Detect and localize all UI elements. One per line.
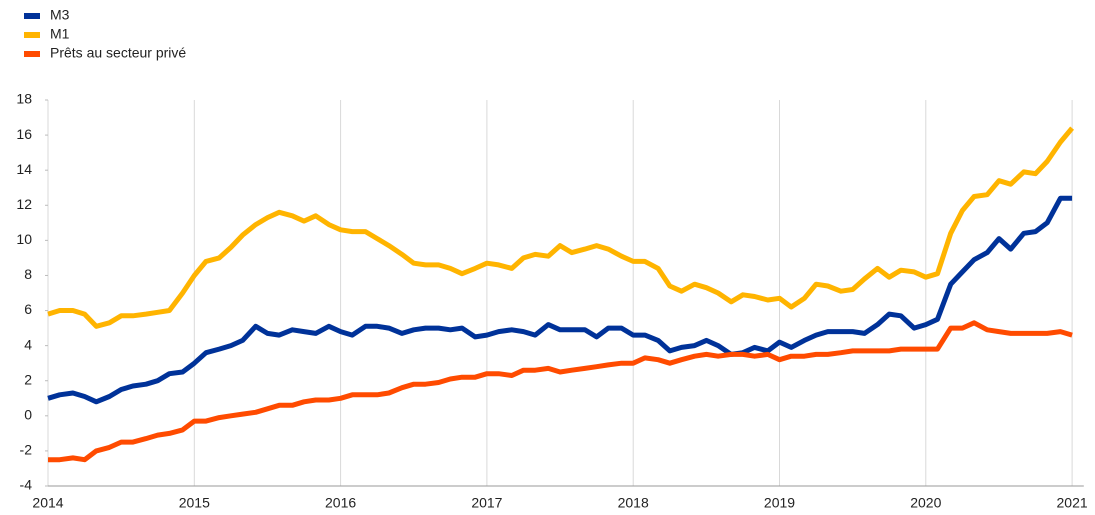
y-tick-label: 16 bbox=[16, 126, 32, 142]
y-tick-label: 6 bbox=[24, 301, 32, 317]
x-tick-label: 2014 bbox=[32, 495, 63, 511]
x-tick-label: 2020 bbox=[910, 495, 941, 511]
y-tick-label: 18 bbox=[16, 91, 32, 107]
y-tick-label: -2 bbox=[20, 442, 33, 458]
x-tick-label: 2018 bbox=[618, 495, 649, 511]
y-tick-label: 12 bbox=[16, 196, 32, 212]
x-tick-label: 2017 bbox=[471, 495, 502, 511]
y-tick-label: -4 bbox=[20, 477, 33, 493]
legend-swatch bbox=[24, 13, 40, 19]
series-line bbox=[47, 126, 1075, 329]
legend-label: M1 bbox=[50, 26, 70, 42]
x-tick-label: 2021 bbox=[1057, 495, 1088, 511]
legend-label: Prêts au secteur privé bbox=[50, 45, 186, 61]
x-tick-label: 2019 bbox=[764, 495, 795, 511]
legend-label: M3 bbox=[50, 7, 70, 23]
y-tick-label: 8 bbox=[24, 266, 32, 282]
y-tick-label: 4 bbox=[24, 336, 32, 352]
legend-swatch bbox=[24, 51, 40, 57]
x-tick-label: 2016 bbox=[325, 495, 356, 511]
x-tick-label: 2015 bbox=[179, 495, 210, 511]
y-tick-label: 10 bbox=[16, 231, 32, 247]
y-tick-label: 2 bbox=[24, 371, 32, 387]
y-tick-label: 14 bbox=[16, 161, 32, 177]
y-tick-label: 0 bbox=[24, 407, 32, 423]
legend-swatch bbox=[24, 32, 40, 38]
series-line bbox=[47, 195, 1073, 405]
series-line bbox=[48, 320, 1073, 463]
